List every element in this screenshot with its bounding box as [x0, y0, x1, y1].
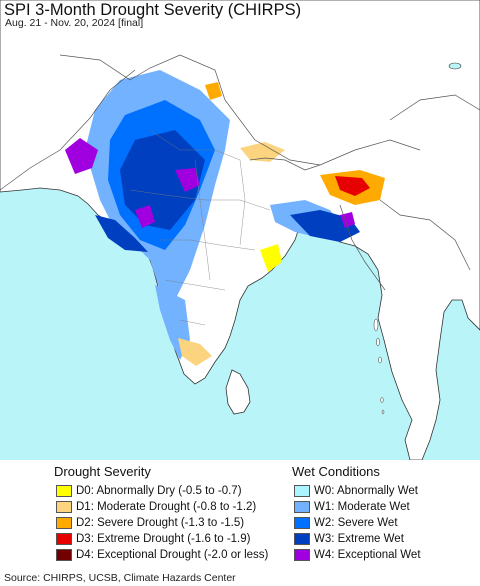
- legend-swatch-d3: [56, 533, 72, 545]
- legend-swatch-d4: [56, 549, 72, 561]
- lake: [448, 62, 462, 70]
- wet-region-w4-central: [175, 168, 200, 192]
- legend-swatch-d0: [56, 485, 72, 497]
- legend-swatch-w4: [294, 549, 310, 561]
- legend-item-w2: W2: Severe Wet: [294, 516, 398, 530]
- country-borders: [0, 54, 480, 291]
- wet-region-w4-gujarat: [135, 205, 155, 228]
- legend-item-d2: D2: Severe Drought (-1.3 to -1.5): [56, 516, 244, 530]
- source-credit: Source: CHIRPS, UCSB, Climate Hazards Ce…: [4, 572, 236, 584]
- drought-region-d0-east: [260, 244, 282, 272]
- legend-swatch-w0: [294, 485, 310, 497]
- legend-item-w0: W0: Abnormally Wet: [294, 484, 418, 498]
- legend-label-d0: D0: Abnormally Dry (-0.5 to -0.7): [76, 485, 242, 497]
- legend-item-d0: D0: Abnormally Dry (-0.5 to -0.7): [56, 484, 242, 498]
- legend-item-w1: W1: Moderate Wet: [294, 500, 410, 514]
- legend-label-w4: W4: Exceptional Wet: [314, 549, 421, 561]
- legend-item-d3: D3: Extreme Drought (-1.6 to -1.9): [56, 532, 250, 546]
- wet-region-w3-west: [95, 215, 148, 252]
- wet-legend-heading: Wet Conditions: [292, 464, 380, 479]
- drought-regions: [178, 82, 385, 366]
- legend-label-d4: D4: Exceptional Drought (-2.0 or less): [76, 549, 269, 561]
- drought-map: [0, 0, 480, 460]
- drought-region-d2-north: [205, 82, 222, 100]
- legend-swatch-w3: [294, 533, 310, 545]
- drought-legend-heading: Drought Severity: [54, 464, 151, 479]
- state-borders: [129, 129, 271, 326]
- legend-label-w3: W3: Extreme Wet: [314, 533, 404, 545]
- sri-lanka: [225, 369, 251, 415]
- legend-item-d4: D4: Exceptional Drought (-2.0 or less): [56, 548, 268, 562]
- legend-label-w0: W0: Abnormally Wet: [314, 485, 418, 497]
- drought-region-d1-south: [178, 338, 212, 366]
- map-subtitle: Aug. 21 - Nov. 20, 2024 [final]: [5, 17, 144, 29]
- legend-label-d2: D2: Severe Drought (-1.3 to -1.5): [76, 517, 245, 529]
- map-title: SPI 3-Month Drought Severity (CHIRPS): [4, 1, 302, 19]
- legend-swatch-d2: [56, 517, 72, 529]
- legend-swatch-w2: [294, 517, 310, 529]
- wet-region-w4-nw: [65, 138, 98, 174]
- legend-item-w4: W4: Exceptional Wet: [294, 548, 421, 562]
- drought-region-d1-nepal: [240, 142, 285, 162]
- wet-region-w3-central: [120, 130, 205, 230]
- drought-region-d3-northeast: [335, 176, 370, 196]
- legend-swatch-w1: [294, 501, 310, 513]
- legend-item-w3: W3: Extreme Wet: [294, 532, 404, 546]
- legend-label-d1: D1: Moderate Drought (-0.8 to -1.2): [76, 501, 257, 513]
- legend: Drought Severity Wet Conditions D0: Abno…: [0, 460, 480, 570]
- legend-item-d1: D1: Moderate Drought (-0.8 to -1.2): [56, 500, 256, 514]
- legend-label-w2: W2: Severe Wet: [314, 517, 398, 529]
- legend-swatch-d1: [56, 501, 72, 513]
- legend-label-w1: W1: Moderate Wet: [314, 501, 410, 513]
- andaman-islands: [373, 318, 385, 415]
- legend-label-d3: D3: Extreme Drought (-1.6 to -1.9): [76, 533, 251, 545]
